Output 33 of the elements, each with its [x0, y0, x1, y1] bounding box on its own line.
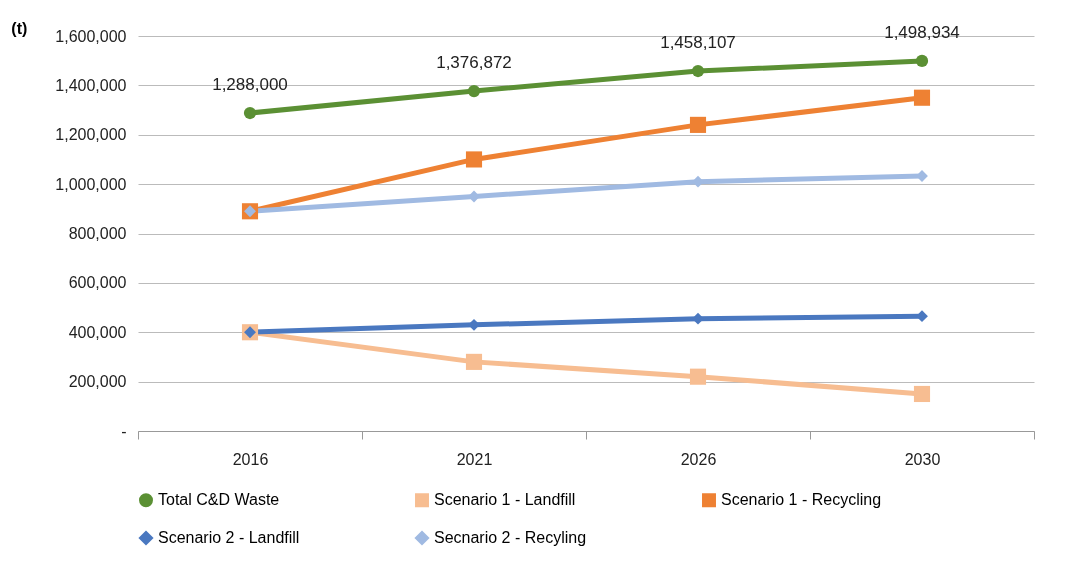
point	[467, 84, 481, 98]
legend-label: Total C&D Waste	[158, 491, 280, 509]
point	[243, 106, 257, 120]
x-tick-label: 2021	[456, 450, 493, 468]
point	[691, 64, 705, 78]
y-tick-label: 400,000	[68, 323, 127, 341]
y-tick-label: 1,200,000	[55, 126, 127, 144]
data-label: 1,288,000	[212, 75, 288, 95]
x-tick-label: 2030	[904, 450, 941, 468]
y-tick-label: 1,000,000	[55, 175, 127, 193]
point	[689, 368, 707, 385]
point	[465, 151, 483, 168]
point	[913, 385, 931, 403]
legend-label: Scenario 1 - Landfill	[434, 491, 576, 509]
data-label: 1,498,934	[884, 22, 960, 42]
data-label: 1,458,107	[660, 33, 736, 53]
legend-label: Scenario 1 - Recycling	[721, 491, 882, 509]
legend-label: Scenario 2 - Landfill	[158, 529, 300, 546]
x-tick-label: 2016	[232, 450, 269, 468]
y-tick-label: -	[121, 422, 127, 440]
x-tick-label: 2026	[680, 450, 717, 468]
y-tick-label: 600,000	[68, 274, 127, 292]
point	[915, 54, 929, 68]
legend-label: Secnario 2 - Recyling	[434, 529, 587, 546]
y-tick-label: 1,400,000	[55, 76, 127, 94]
point	[689, 116, 707, 133]
data-label: 1,376,872	[436, 53, 512, 73]
y-tick-label: 200,000	[68, 373, 127, 391]
y-tick-label: 1,600,000	[55, 27, 127, 45]
y-axis-title: (t)	[11, 19, 28, 37]
y-tick-label: 800,000	[68, 225, 127, 242]
point	[465, 353, 483, 370]
point	[913, 89, 931, 106]
